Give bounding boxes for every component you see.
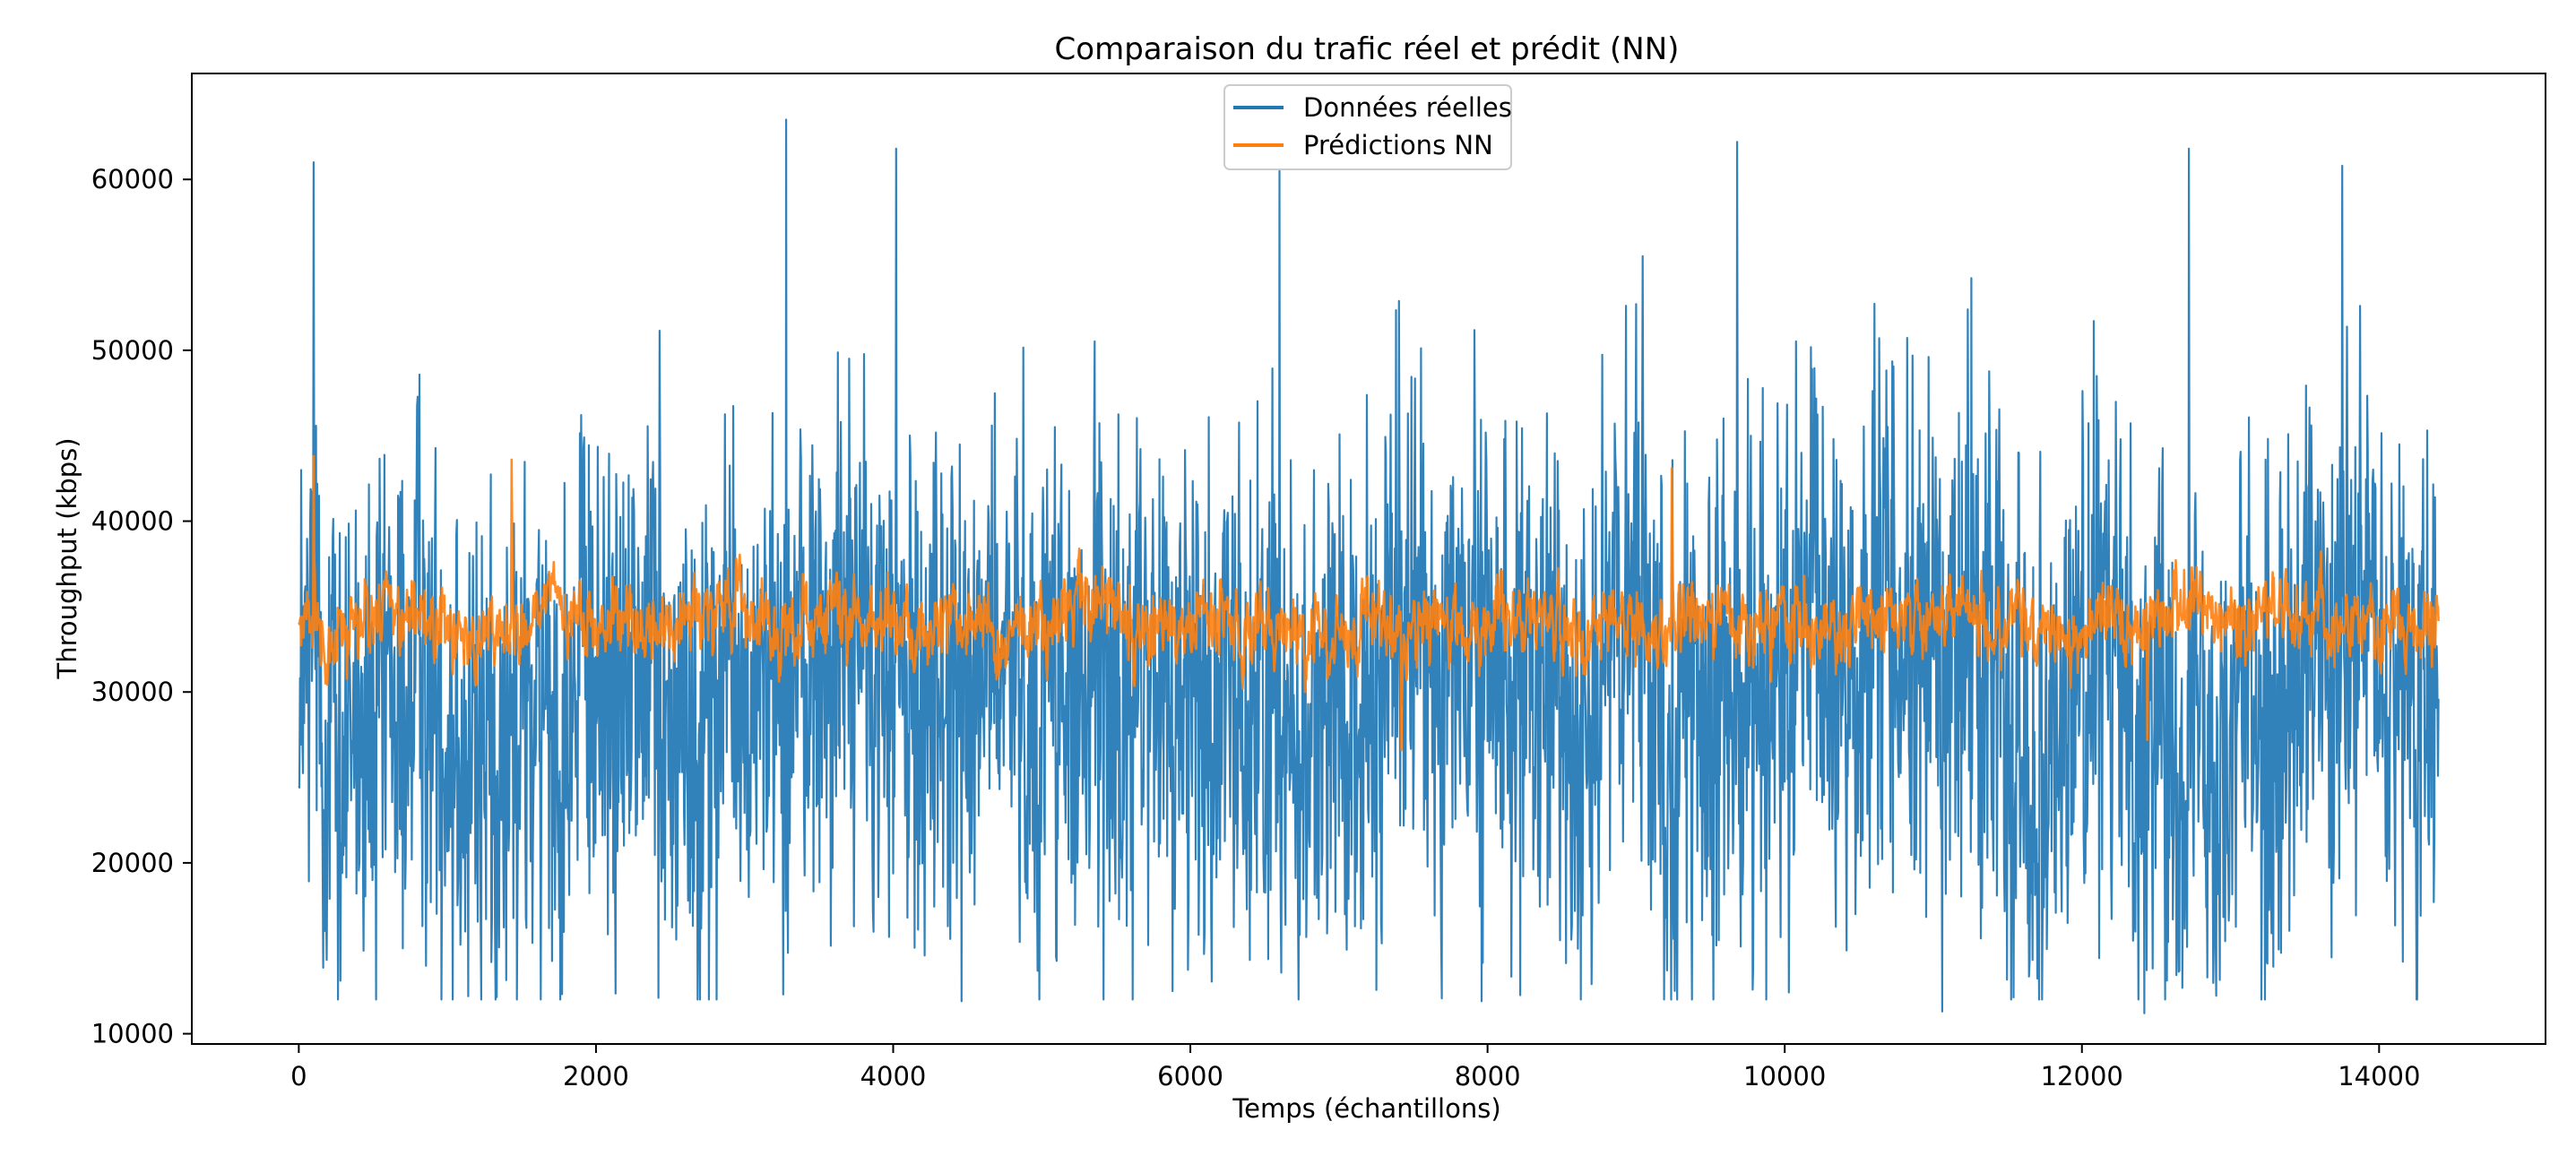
plot-area xyxy=(191,73,2546,1045)
series-layer xyxy=(298,118,2440,1014)
x-tick-label: 14000 xyxy=(2338,1061,2420,1091)
y-tick-label: 30000 xyxy=(91,677,174,707)
x-tick-label: 4000 xyxy=(860,1061,927,1091)
x-tick-label: 8000 xyxy=(1455,1061,1521,1091)
x-axis: 0 2000 4000 6000 8000 10000 12000 14000 xyxy=(290,1044,2420,1091)
x-tick-label: 6000 xyxy=(1157,1061,1223,1091)
y-tick-label: 20000 xyxy=(91,848,174,878)
y-tick-label: 50000 xyxy=(91,335,174,366)
legend-label-real: Données réelles xyxy=(1303,92,1512,123)
legend-frame xyxy=(1223,84,1512,170)
y-axis: 10000 20000 30000 40000 50000 60000 xyxy=(91,164,192,1049)
plot-background xyxy=(192,73,2546,1044)
y-tick-label: 60000 xyxy=(91,164,174,194)
plot-frame xyxy=(191,73,2546,1045)
x-axis-label: Temps (échantillons) xyxy=(1232,1093,1500,1124)
legend-label-predicted: Prédictions NN xyxy=(1303,130,1493,160)
series-line-real xyxy=(298,118,2440,1014)
x-tick-label: 2000 xyxy=(563,1061,629,1091)
x-tick-label: 0 xyxy=(290,1061,307,1091)
x-tick-label: 12000 xyxy=(2041,1061,2123,1091)
chart-title: Comparaison du trafic réel et prédit (NN… xyxy=(1055,31,1680,67)
series-line-predicted xyxy=(298,454,2440,752)
x-tick-label: 10000 xyxy=(1743,1061,1826,1091)
legend: Données réelles Prédictions NN xyxy=(1223,84,1512,170)
y-tick-label: 40000 xyxy=(91,506,174,537)
y-tick-label: 10000 xyxy=(91,1019,174,1049)
y-axis-label: Throughput (kbps) xyxy=(52,437,82,679)
